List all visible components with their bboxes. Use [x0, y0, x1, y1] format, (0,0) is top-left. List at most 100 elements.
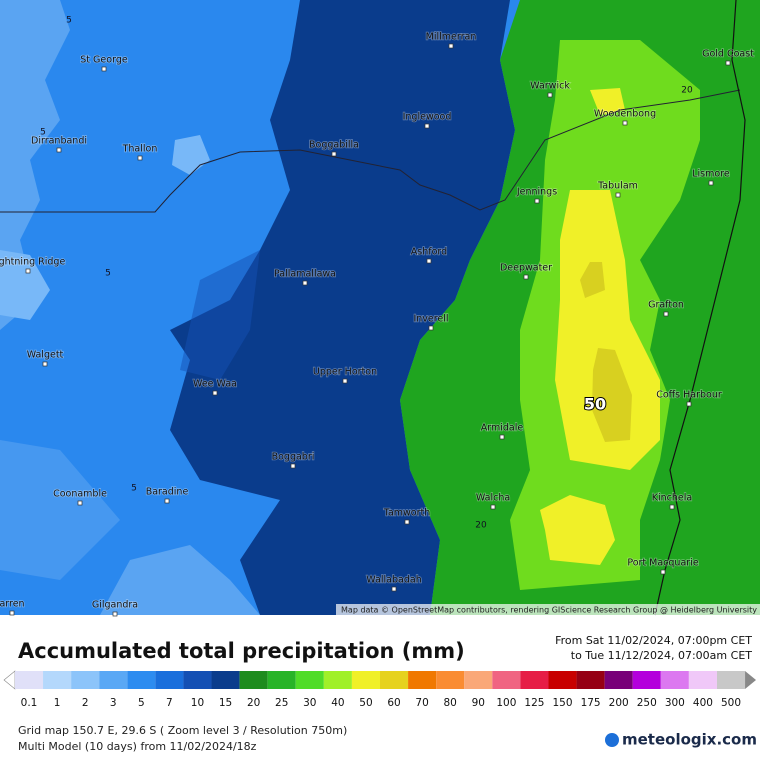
coastline: [654, 0, 746, 616]
contour-labels: 5 5 5 5 20 20 50: [40, 16, 693, 531]
town-label: Millmerran: [426, 32, 477, 43]
town-marker: [164, 498, 170, 504]
town-marker: [708, 180, 714, 186]
town-marker: [663, 311, 669, 317]
town-marker: [547, 92, 553, 98]
legend-label: 125: [524, 697, 544, 709]
legend-label: 2: [82, 697, 89, 709]
town-marker: [686, 401, 692, 407]
legend-label: 50: [359, 697, 372, 709]
town-marker: [9, 610, 15, 616]
legend-label: 1: [54, 697, 61, 709]
contour-label: 5: [105, 269, 111, 279]
legend-swatch: [520, 671, 549, 689]
attribution-bg: [336, 604, 760, 615]
grid-info: Grid map 150.7 E, 29.6 S ( Zoom level 3 …: [18, 724, 347, 737]
map: [0, 0, 760, 616]
town-label: Inverell: [413, 314, 448, 325]
area: [0, 250, 50, 320]
area: [0, 0, 70, 330]
legend-swatch: [127, 671, 156, 689]
legend-label: 3: [110, 697, 117, 709]
legend-swatch: [43, 671, 72, 689]
legend-swatch: [14, 671, 44, 689]
legend-swatch: [436, 671, 465, 689]
contour-label: 5: [40, 128, 46, 138]
legend-label: 25: [275, 697, 288, 709]
town-marker: [490, 504, 496, 510]
period-from: From Sat 11/02/2024, 07:00pm CET: [555, 634, 752, 647]
model-info: Multi Model (10 days) from 11/02/2024/18…: [18, 740, 257, 753]
legend-swatch: [239, 671, 268, 689]
legend-swatch: [576, 671, 605, 689]
legend-label: 20: [247, 697, 260, 709]
town-marker: [302, 280, 308, 286]
town-label: Tabulam: [597, 181, 638, 192]
town-label: Deepwater: [500, 263, 552, 274]
legend-swatch: [464, 671, 493, 689]
town-label: Jennings: [516, 187, 557, 198]
town-label: St George: [80, 55, 128, 66]
legend-label: 150: [552, 697, 572, 709]
town-label: arren: [0, 599, 25, 610]
town-marker: [25, 268, 31, 274]
town-marker: [112, 611, 118, 617]
legend-title: Accumulated total precipitation (mm): [18, 639, 465, 663]
legend-swatch: [632, 671, 661, 689]
area: [0, 440, 120, 580]
town-label: Walgett: [27, 350, 64, 361]
contour-label: 5: [66, 16, 72, 26]
town-marker: [331, 151, 337, 157]
town-marker: [290, 463, 296, 469]
town-marker: [499, 434, 505, 440]
contour-label: 50: [584, 395, 606, 414]
town-marker: [660, 569, 666, 575]
legend-label: 200: [609, 697, 629, 709]
town-label: Inglewood: [403, 112, 452, 123]
legend-label: 7: [166, 697, 173, 709]
town-marker: [448, 43, 454, 49]
contour-label: 5: [131, 484, 137, 494]
legend-swatch: [267, 671, 296, 689]
legend-swatch: [211, 671, 240, 689]
legend-label: 400: [693, 697, 713, 709]
town-label: Woodenbong: [594, 109, 656, 120]
legend-label: 80: [444, 697, 457, 709]
legend-label: 250: [637, 697, 657, 709]
legend-label: 300: [665, 697, 685, 709]
town-label: Kinchela: [652, 493, 692, 504]
legend-label: 0.1: [21, 697, 38, 709]
logo-icon: [605, 733, 619, 747]
area: [592, 348, 632, 442]
legend-swatch: [323, 671, 352, 689]
legend-label: 15: [219, 697, 232, 709]
area: [180, 250, 260, 380]
town-label: Dirranbandi: [31, 136, 87, 147]
town-label: Pallamallawa: [274, 269, 336, 280]
area: [170, 0, 515, 615]
town-label: Ashford: [411, 247, 447, 258]
town-label: Grafton: [648, 300, 684, 311]
town-label: Baradine: [146, 487, 189, 498]
contour-label: 20: [681, 86, 693, 96]
town-marker: [404, 519, 410, 525]
town-marker: [342, 378, 348, 384]
town-marker: [534, 198, 540, 204]
legend-label: 70: [415, 697, 428, 709]
contour-label: 20: [475, 521, 487, 531]
town-marker: [669, 504, 675, 510]
area: [580, 262, 605, 298]
legend-swatch: [716, 671, 746, 689]
legend-label: 100: [496, 697, 516, 709]
town-label: Armidale: [481, 423, 524, 434]
legend-swatch: [408, 671, 437, 689]
legend-swatch: [688, 671, 717, 689]
legend-swatch: [155, 671, 184, 689]
town-label: Port Macquarie: [627, 558, 699, 569]
towns: Millmerran St George Gold Coast Warwick Wood…: [0, 31, 755, 617]
area: [100, 545, 260, 615]
town-label: Tamworth: [383, 508, 431, 519]
legend-label: 90: [472, 697, 485, 709]
legend-swatch: [183, 671, 212, 689]
